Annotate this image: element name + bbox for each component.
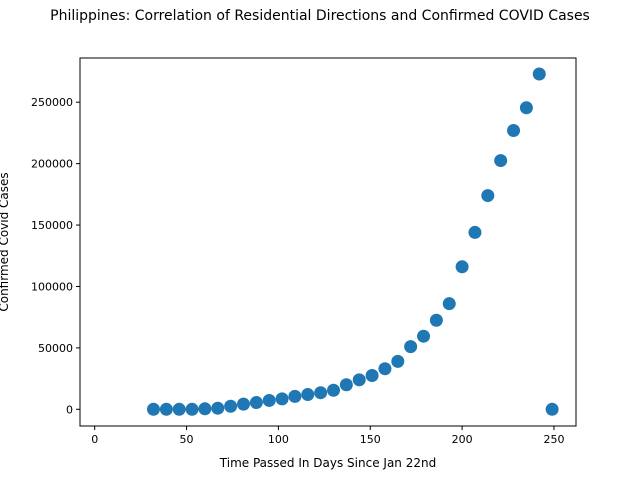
y-tick-label: 200000 — [31, 158, 73, 171]
data-point — [327, 383, 341, 397]
data-point — [404, 340, 418, 354]
data-point — [288, 389, 302, 403]
data-point — [262, 393, 276, 407]
x-tick-label: 0 — [91, 433, 98, 446]
data-point — [352, 373, 366, 387]
data-point — [532, 67, 546, 81]
data-points — [146, 67, 559, 416]
axis-ticks: 0 50 100 150 200 250 0 50000 100000 150000 200000 2… — [31, 96, 564, 446]
x-axis-label: Time Passed In Days Since Jan 22nd — [219, 456, 436, 470]
data-point — [417, 329, 431, 343]
data-point — [468, 225, 482, 239]
data-point — [198, 402, 212, 416]
data-point — [275, 392, 289, 406]
data-point — [429, 313, 443, 327]
data-point — [481, 189, 495, 203]
data-point — [224, 399, 238, 413]
data-point — [301, 388, 315, 402]
data-point — [507, 123, 521, 137]
data-point — [378, 362, 392, 376]
data-point — [159, 402, 173, 416]
y-tick-label: 50000 — [38, 342, 73, 355]
data-point — [391, 354, 405, 368]
data-point — [494, 154, 508, 168]
data-point — [442, 297, 456, 311]
chart-title: Philippines: Correlation of Residential … — [50, 8, 590, 24]
plot-frame — [79, 57, 577, 427]
data-point — [314, 386, 328, 400]
x-tick-label: 250 — [543, 433, 564, 446]
y-tick-label: 100000 — [31, 280, 73, 293]
y-axis-label: Confirmed Covid Cases — [0, 172, 11, 311]
data-point — [455, 260, 469, 274]
data-point — [249, 396, 263, 410]
data-point — [545, 402, 559, 416]
data-point — [146, 402, 160, 416]
data-point — [365, 369, 379, 383]
data-point — [236, 397, 250, 411]
data-point — [339, 378, 353, 392]
y-tick-label: 250000 — [31, 96, 73, 109]
data-point — [172, 402, 186, 416]
data-point — [519, 101, 533, 115]
x-tick-label: 150 — [360, 433, 381, 446]
x-tick-label: 200 — [452, 433, 473, 446]
x-tick-label: 100 — [268, 433, 289, 446]
y-tick-label: 150000 — [31, 219, 73, 232]
y-tick-label: 0 — [66, 403, 73, 416]
data-point — [211, 401, 225, 415]
x-tick-label: 50 — [180, 433, 194, 446]
data-point — [185, 402, 199, 416]
